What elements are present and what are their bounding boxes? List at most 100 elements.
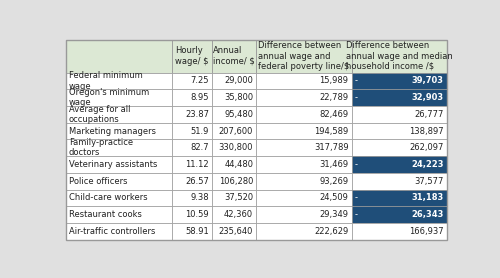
- Text: -: -: [354, 193, 358, 202]
- Text: 24,509: 24,509: [320, 193, 348, 202]
- Text: Marketing managers: Marketing managers: [68, 126, 156, 136]
- Bar: [256, 156, 352, 173]
- Text: 138,897: 138,897: [409, 126, 444, 136]
- Text: 10.59: 10.59: [186, 210, 209, 219]
- Bar: [256, 206, 352, 223]
- Bar: [172, 156, 212, 173]
- Text: 7.25: 7.25: [190, 76, 209, 85]
- Bar: [212, 156, 256, 173]
- Bar: [66, 106, 172, 123]
- Text: 106,280: 106,280: [219, 177, 253, 186]
- Bar: [212, 89, 256, 106]
- Bar: [172, 223, 212, 240]
- Bar: [172, 140, 212, 156]
- Bar: [212, 173, 256, 190]
- Text: 44,480: 44,480: [224, 160, 253, 169]
- Bar: [256, 140, 352, 156]
- Bar: [352, 73, 447, 89]
- Bar: [66, 206, 172, 223]
- Text: 317,789: 317,789: [314, 143, 348, 152]
- Text: Federal minimum
wage: Federal minimum wage: [68, 71, 142, 91]
- Bar: [352, 123, 447, 140]
- Text: Average for all
occupations: Average for all occupations: [68, 105, 130, 124]
- Bar: [212, 190, 256, 206]
- Bar: [256, 123, 352, 140]
- Bar: [172, 206, 212, 223]
- Text: 58.91: 58.91: [185, 227, 209, 236]
- Bar: [172, 73, 212, 89]
- Text: Difference between
annual wage and
federal poverty line/$: Difference between annual wage and feder…: [258, 41, 350, 71]
- Text: 37,520: 37,520: [224, 193, 253, 202]
- Bar: [212, 123, 256, 140]
- Bar: [256, 106, 352, 123]
- Text: 26,777: 26,777: [414, 110, 444, 119]
- Text: 35,800: 35,800: [224, 93, 253, 102]
- Text: 51.9: 51.9: [190, 126, 209, 136]
- Text: 23.87: 23.87: [185, 110, 209, 119]
- Bar: [172, 173, 212, 190]
- Text: Veterinary assistants: Veterinary assistants: [68, 160, 157, 169]
- Bar: [212, 206, 256, 223]
- Bar: [212, 73, 256, 89]
- Bar: [352, 190, 447, 206]
- Text: Child-care workers: Child-care workers: [68, 193, 148, 202]
- Text: 15,989: 15,989: [320, 76, 348, 85]
- Bar: [256, 73, 352, 89]
- Bar: [66, 89, 172, 106]
- Bar: [256, 89, 352, 106]
- Text: 207,600: 207,600: [219, 126, 253, 136]
- Text: Annual
income/ $: Annual income/ $: [214, 46, 255, 66]
- Text: Hourly
wage/ $: Hourly wage/ $: [175, 46, 208, 66]
- Bar: [352, 39, 447, 73]
- Text: 93,269: 93,269: [320, 177, 348, 186]
- Text: 262,097: 262,097: [410, 143, 444, 152]
- Bar: [352, 156, 447, 173]
- Bar: [172, 123, 212, 140]
- Text: -: -: [354, 210, 358, 219]
- Text: 29,349: 29,349: [320, 210, 348, 219]
- Text: Oregon's minimum
wage: Oregon's minimum wage: [68, 88, 149, 107]
- Text: Difference between
annual wage and median
household income /$: Difference between annual wage and media…: [346, 41, 453, 71]
- Bar: [66, 140, 172, 156]
- Bar: [352, 106, 447, 123]
- Text: 31,469: 31,469: [320, 160, 348, 169]
- Text: Family-practice
doctors: Family-practice doctors: [68, 138, 133, 157]
- Bar: [172, 39, 212, 73]
- Bar: [66, 173, 172, 190]
- Text: Police officers: Police officers: [68, 177, 127, 186]
- Text: -: -: [354, 93, 358, 102]
- Text: 95,480: 95,480: [224, 110, 253, 119]
- Bar: [66, 223, 172, 240]
- Text: 31,183: 31,183: [412, 193, 444, 202]
- Text: 39,703: 39,703: [412, 76, 444, 85]
- Text: 29,000: 29,000: [224, 76, 253, 85]
- Bar: [352, 206, 447, 223]
- Bar: [66, 39, 172, 73]
- Bar: [352, 140, 447, 156]
- Text: 32,903: 32,903: [412, 93, 444, 102]
- Text: Restaurant cooks: Restaurant cooks: [68, 210, 142, 219]
- Text: -: -: [354, 160, 358, 169]
- Bar: [212, 39, 256, 73]
- Bar: [66, 123, 172, 140]
- Text: -: -: [354, 76, 358, 85]
- Bar: [352, 223, 447, 240]
- Text: 42,360: 42,360: [224, 210, 253, 219]
- Text: 26.57: 26.57: [185, 177, 209, 186]
- Bar: [256, 223, 352, 240]
- Text: 235,640: 235,640: [219, 227, 253, 236]
- Text: 222,629: 222,629: [314, 227, 348, 236]
- Text: 82.7: 82.7: [190, 143, 209, 152]
- Text: 24,223: 24,223: [412, 160, 444, 169]
- Bar: [256, 173, 352, 190]
- Bar: [172, 190, 212, 206]
- Text: 37,577: 37,577: [414, 177, 444, 186]
- Bar: [172, 106, 212, 123]
- Text: 8.95: 8.95: [190, 93, 209, 102]
- Bar: [352, 173, 447, 190]
- Bar: [212, 140, 256, 156]
- Text: 11.12: 11.12: [186, 160, 209, 169]
- Bar: [66, 73, 172, 89]
- Text: 26,343: 26,343: [412, 210, 444, 219]
- Bar: [212, 106, 256, 123]
